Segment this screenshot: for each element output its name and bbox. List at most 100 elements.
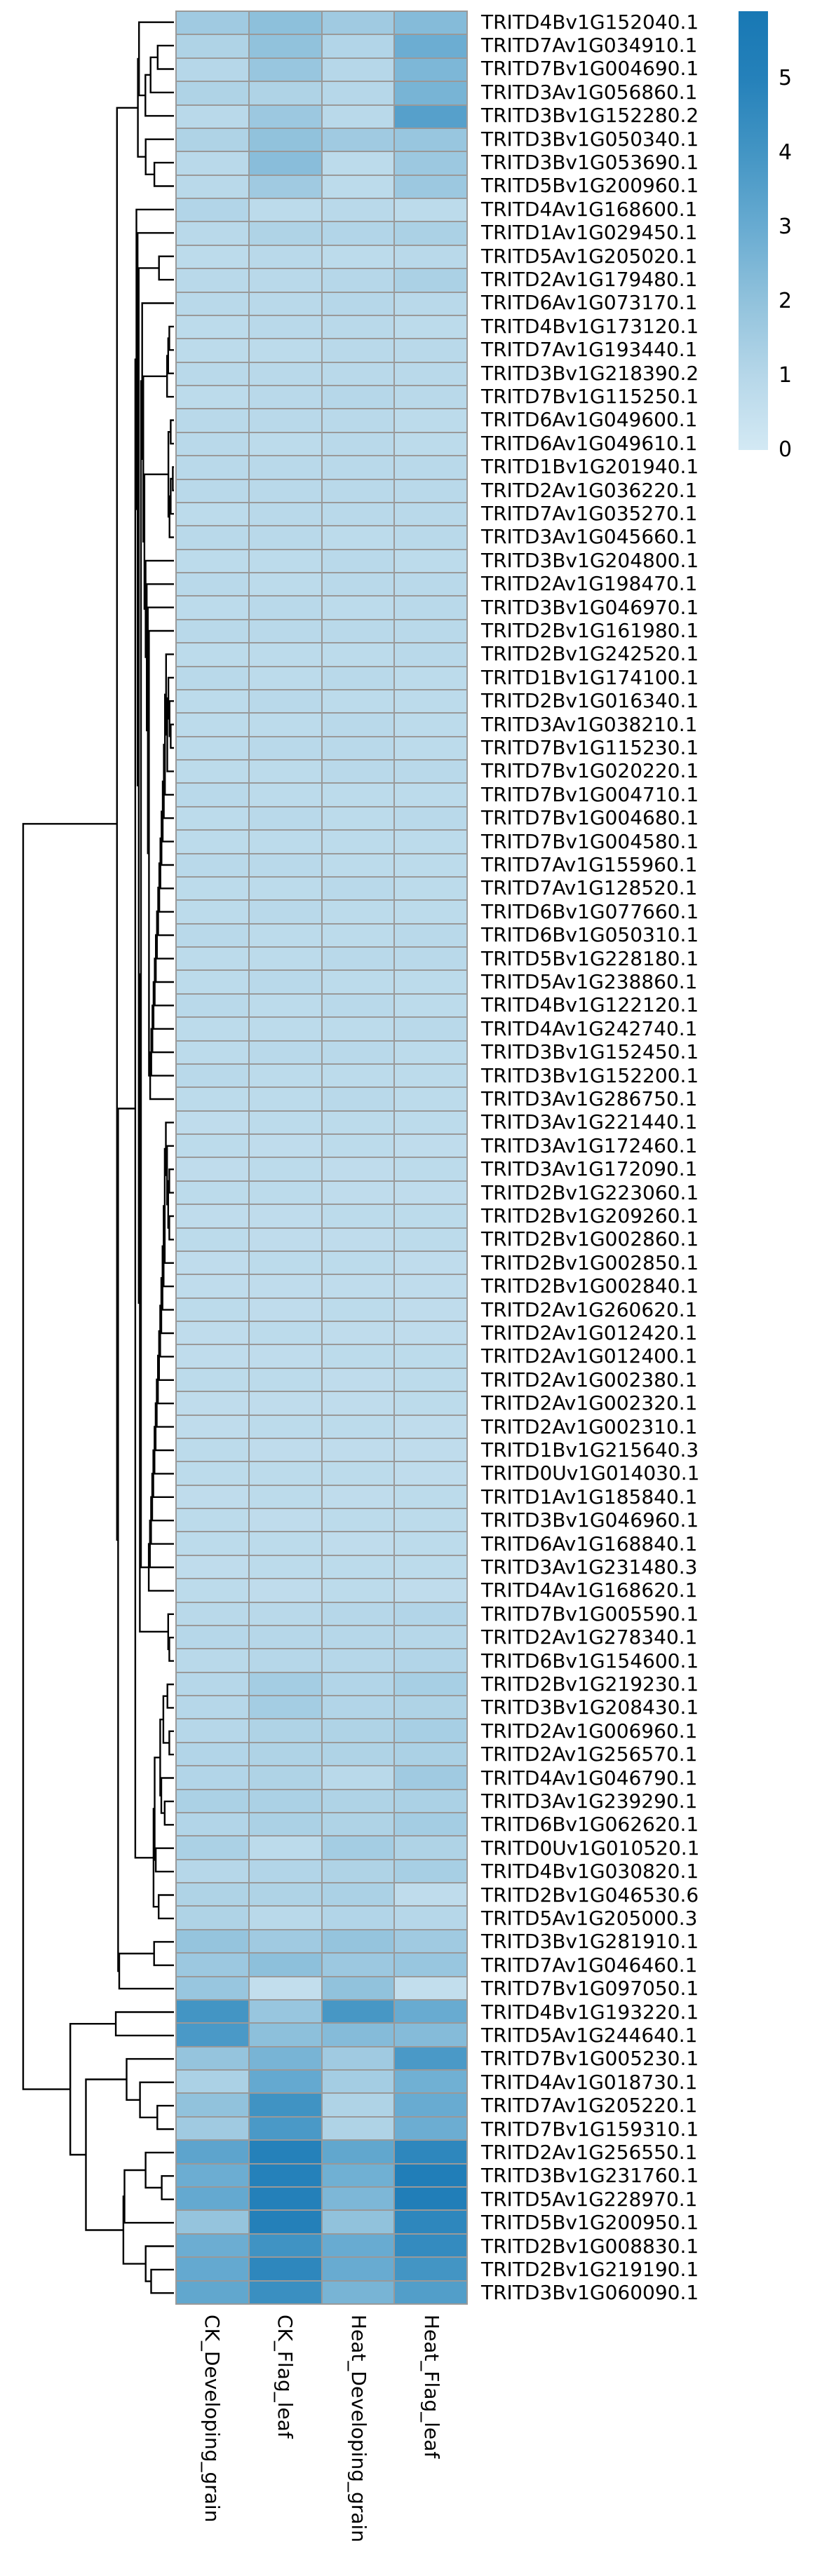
heatmap-cell [249, 1205, 321, 1227]
heatmap-cell [249, 1743, 321, 1766]
heatmap-cell [249, 1135, 321, 1157]
heatmap-cell [177, 1228, 248, 1250]
dendrogram-lines [22, 21, 174, 2294]
heatmap-cell [322, 994, 394, 1017]
row-label: TRITD2Av1G002310.1 [481, 1415, 698, 1438]
heatmap-cell [177, 573, 248, 596]
heatmap-cell [395, 175, 466, 198]
heatmap-cell [395, 315, 466, 339]
heatmap-cell [322, 199, 394, 222]
heatmap-cell [177, 1415, 248, 1438]
heatmap-cell [322, 362, 394, 385]
heatmap-cell [322, 854, 394, 876]
heatmap-cell [322, 1018, 394, 1040]
heatmap-cell [395, 1111, 466, 1133]
heatmap-cell [177, 1392, 248, 1415]
column-label: Heat_Flag_leaf [419, 2315, 443, 2459]
row-label: TRITD3Av1G231480.3 [481, 1555, 698, 1579]
row-label: TRITD7Bv1G004680.1 [481, 806, 699, 830]
heatmap-cell [322, 2117, 394, 2140]
heatmap-cell [177, 503, 248, 526]
heatmap-cell [395, 1672, 466, 1695]
heatmap-cell [322, 948, 394, 970]
heatmap-cell [322, 175, 394, 198]
heatmap-cell [177, 2047, 248, 2070]
heatmap-cell [249, 222, 321, 245]
heatmap-cell [249, 1158, 321, 1180]
row-label: TRITD7Av1G193440.1 [481, 338, 698, 362]
heatmap-cell [395, 737, 466, 759]
heatmap-cell [249, 2117, 321, 2140]
heatmap-cell [322, 82, 394, 104]
colorbar-tick-label: 4 [779, 140, 793, 165]
heatmap-cell [322, 1111, 394, 1133]
heatmap-cell [395, 82, 466, 104]
heatmap-cell [322, 1813, 394, 1836]
heatmap-cell [322, 2164, 394, 2187]
heatmap-cell [177, 550, 248, 572]
heatmap-cell [395, 1018, 466, 1040]
heatmap-cell [322, 2000, 394, 2023]
heatmap-cell [322, 2024, 394, 2046]
heatmap-cell [249, 2211, 321, 2233]
heatmap-cell [322, 901, 394, 923]
heatmap-cell [177, 1954, 248, 1976]
heatmap-cell [395, 761, 466, 783]
heatmap-cell [177, 831, 248, 853]
heatmap-cell [322, 1860, 394, 1882]
row-label: TRITD3Bv1G231760.1 [481, 2164, 699, 2188]
heatmap-cell [395, 199, 466, 222]
heatmap-cell [177, 761, 248, 783]
heatmap-cell [322, 1415, 394, 1438]
heatmap-cell [322, 1672, 394, 1695]
row-label: TRITD6Av1G049600.1 [481, 408, 698, 432]
row-label: TRITD5Av1G238860.1 [481, 970, 698, 993]
heatmap-cell [395, 292, 466, 315]
row-label: TRITD7Av1G128520.1 [481, 876, 698, 900]
heatmap-cell [177, 1509, 248, 1532]
heatmap-cell [249, 58, 321, 81]
heatmap-cell [322, 503, 394, 526]
row-label: TRITD7Av1G155960.1 [481, 853, 698, 877]
row-label: TRITD7Av1G046460.1 [481, 1953, 698, 1977]
heatmap-cell [249, 35, 321, 57]
heatmap-cell [249, 1275, 321, 1297]
heatmap-cell [322, 1602, 394, 1625]
row-label: TRITD4Av1G046790.1 [481, 1766, 698, 1790]
heatmap-cell [395, 948, 466, 970]
heatmap-cell [177, 994, 248, 1017]
heatmap-cell [395, 2258, 466, 2280]
row-dendrogram [22, 21, 174, 2294]
row-label: TRITD3Av1G038210.1 [481, 712, 698, 736]
heatmap-cell [395, 2234, 466, 2257]
row-label: TRITD5Bv1G228180.1 [481, 946, 699, 970]
row-label: TRITD5Av1G244640.1 [481, 2023, 698, 2047]
heatmap-cell [177, 667, 248, 689]
heatmap-cell [322, 1743, 394, 1766]
heatmap-cell [249, 1462, 321, 1485]
heatmap-cell [249, 1672, 321, 1695]
row-label: TRITD2Bv1G223060.1 [481, 1180, 699, 1204]
heatmap-cell [177, 1041, 248, 1063]
heatmap-cell [177, 2258, 248, 2280]
heatmap-cell [322, 1883, 394, 1906]
row-label: TRITD7Av1G205220.1 [481, 2094, 698, 2118]
heatmap-cell [322, 35, 394, 57]
heatmap-cell [177, 714, 248, 736]
heatmap-cell [249, 339, 321, 362]
row-label: TRITD7Bv1G005230.1 [481, 2047, 699, 2071]
heatmap-cell [322, 1509, 394, 1532]
heatmap-cell [249, 1368, 321, 1391]
heatmap-cell [249, 1930, 321, 1953]
heatmap-cell [322, 1368, 394, 1391]
heatmap-cell [322, 386, 394, 409]
heatmap-cell [177, 1438, 248, 1461]
heatmap-cell [322, 2071, 394, 2093]
heatmap-cell [322, 222, 394, 245]
heatmap-cell [395, 503, 466, 526]
row-label: TRITD6Bv1G050310.1 [481, 923, 699, 947]
heatmap-grid [175, 11, 468, 2305]
heatmap-cell [395, 432, 466, 456]
heatmap-cell [322, 737, 394, 759]
heatmap-cell [177, 339, 248, 362]
